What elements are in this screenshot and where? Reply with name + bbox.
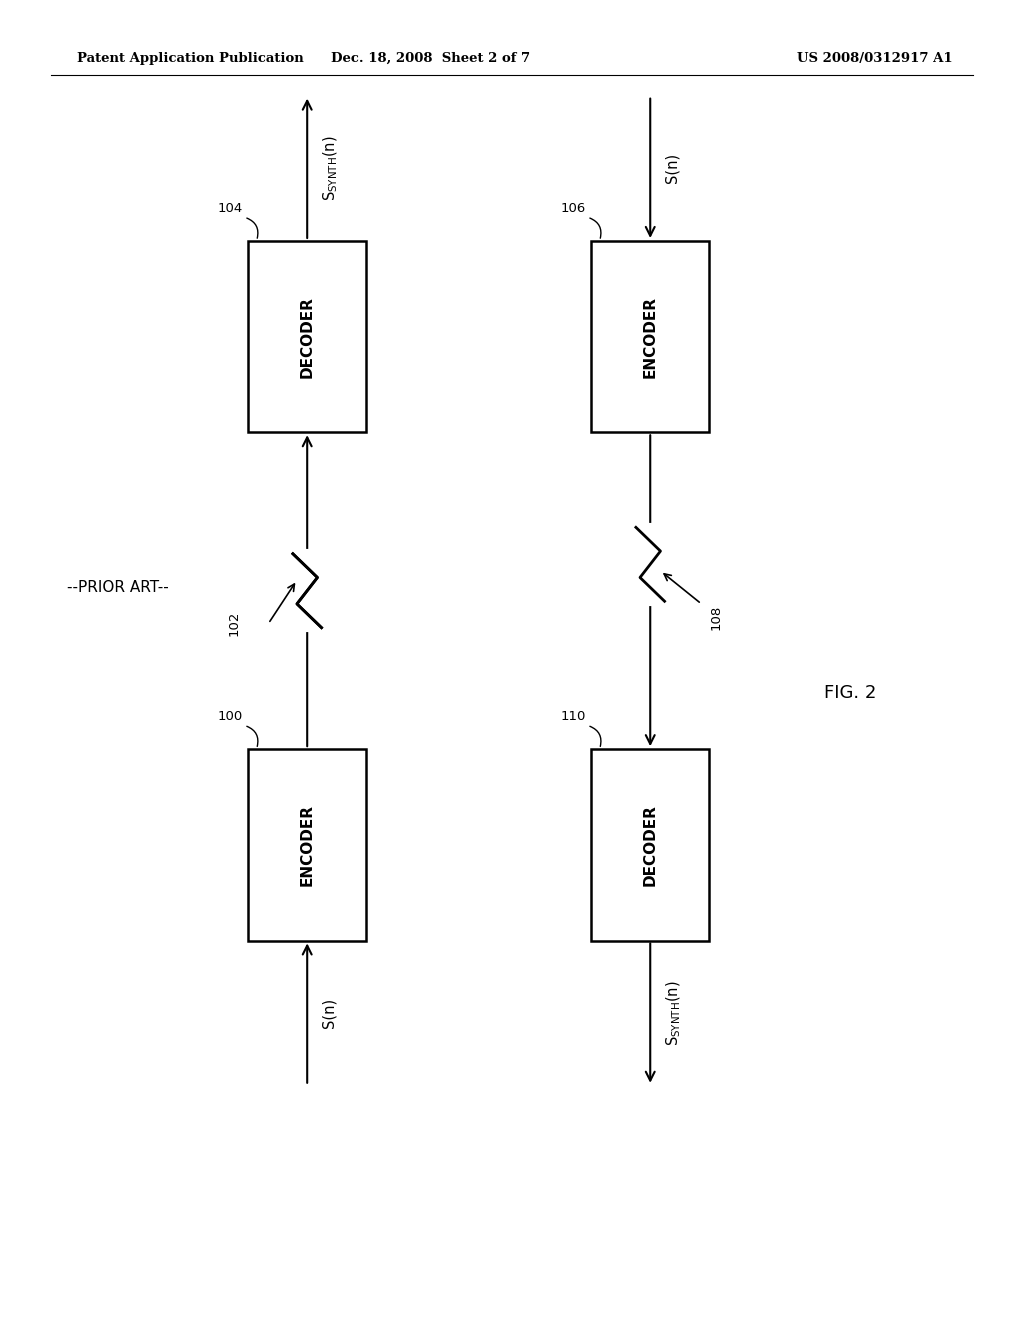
Bar [248,242,367,433]
Text: 104: 104 [218,202,244,214]
Text: ENCODER: ENCODER [300,804,314,886]
Text: S(n): S(n) [665,153,680,183]
Text: 106: 106 [561,202,586,214]
Text: 108: 108 [710,605,723,630]
Text: 100: 100 [218,710,244,722]
Text: Dec. 18, 2008  Sheet 2 of 7: Dec. 18, 2008 Sheet 2 of 7 [331,51,529,65]
Text: S$_{\mathrm{SYNTH}}$(n): S$_{\mathrm{SYNTH}}$(n) [322,136,340,201]
Text: 110: 110 [561,710,586,722]
Text: US 2008/0312917 A1: US 2008/0312917 A1 [797,51,952,65]
Text: 102: 102 [227,611,241,636]
Text: --PRIOR ART--: --PRIOR ART-- [67,579,168,595]
Text: ENCODER: ENCODER [643,296,657,378]
Text: FIG. 2: FIG. 2 [823,684,877,702]
Text: Patent Application Publication: Patent Application Publication [77,51,303,65]
Bar [248,750,367,940]
Text: DECODER: DECODER [643,804,657,886]
Bar [592,242,709,433]
Text: S$_{\mathrm{SYNTH}}$(n): S$_{\mathrm{SYNTH}}$(n) [665,981,683,1045]
Text: S(n): S(n) [322,998,337,1028]
Text: DECODER: DECODER [300,296,314,378]
Bar [592,750,709,940]
